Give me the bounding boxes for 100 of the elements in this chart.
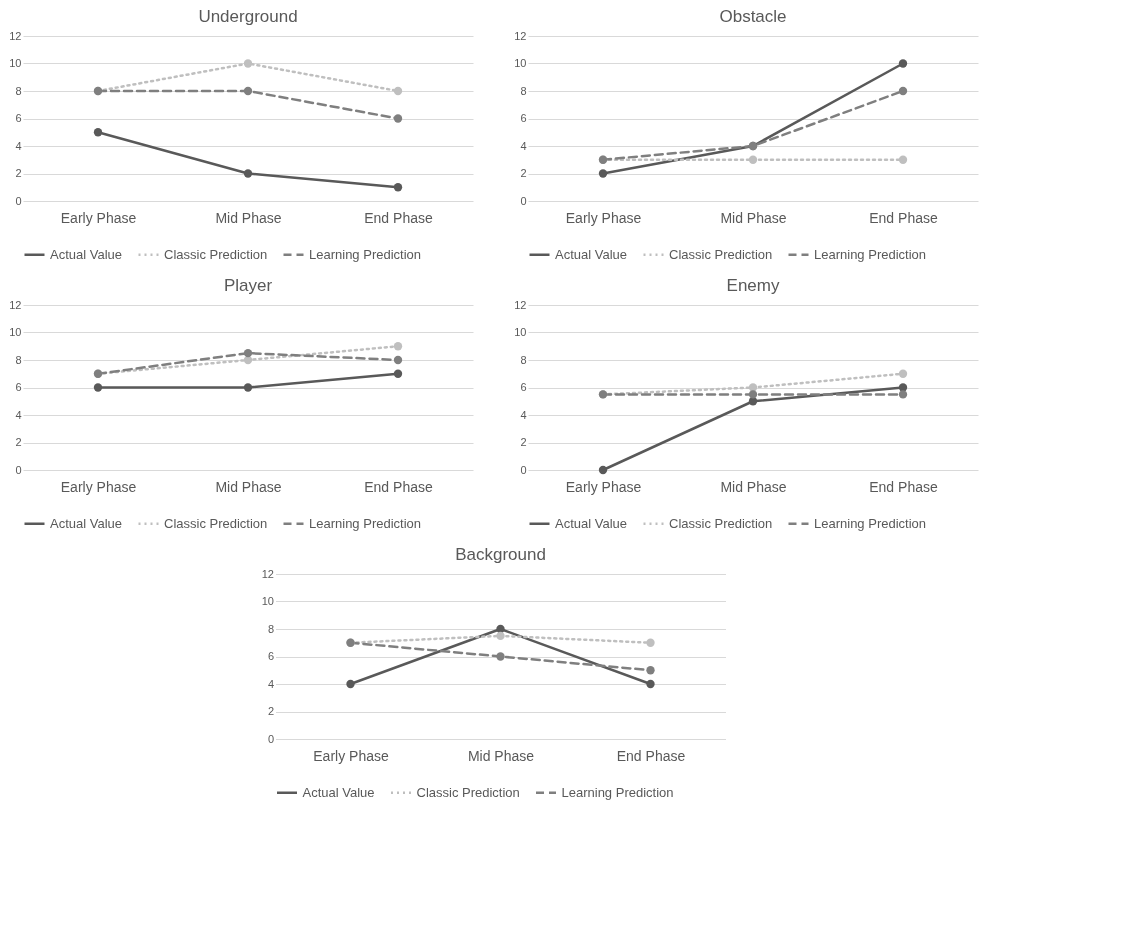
point (646, 679, 655, 689)
y-tick-label: 0 (520, 463, 527, 476)
point (898, 390, 908, 399)
point (243, 59, 253, 68)
y-tick-label: 0 (267, 732, 274, 745)
point (393, 342, 403, 351)
y-tick-label: 8 (15, 84, 22, 97)
x-tick-label: End Phase (869, 478, 938, 495)
point (748, 397, 758, 406)
x-tick-label: Mid Phase (720, 209, 787, 226)
y-tick-label: 6 (267, 650, 274, 662)
y-tick-label: 0 (15, 463, 22, 476)
point (898, 155, 908, 164)
legend-label: Actual Value (50, 515, 123, 531)
x-tick-label: Mid Phase (215, 478, 282, 495)
y-tick-label: 0 (520, 194, 527, 207)
legend-label: Actual Value (302, 784, 375, 800)
y-tick-label: 6 (15, 381, 22, 393)
legend-label: Learning Prediction (561, 784, 674, 800)
chart-title: Background (455, 545, 546, 564)
y-tick-label: 10 (514, 326, 527, 338)
y-tick-label: 8 (520, 84, 527, 97)
point (393, 183, 403, 192)
point (898, 86, 908, 96)
legend-label: Classic Prediction (164, 515, 268, 531)
y-tick-label: 6 (520, 112, 527, 124)
y-tick-label: 4 (267, 677, 274, 690)
point (393, 355, 403, 365)
point (243, 383, 253, 392)
legend-label: Classic Prediction (416, 784, 520, 800)
y-tick-label: 12 (514, 29, 527, 42)
y-tick-label: 2 (520, 436, 527, 448)
x-tick-label: End Phase (364, 478, 433, 495)
y-tick-label: 4 (520, 139, 527, 152)
chart-title: Enemy (726, 276, 780, 295)
y-tick-label: 4 (15, 408, 22, 421)
chart-title: Underground (198, 7, 298, 26)
x-tick-label: Early Phase (60, 209, 137, 226)
point (393, 86, 403, 96)
point (646, 638, 655, 647)
y-tick-label: 6 (520, 381, 527, 393)
chart-title: Obstacle (719, 7, 787, 26)
y-tick-label: 6 (15, 112, 22, 124)
point (646, 666, 655, 675)
point (393, 369, 403, 378)
legend-label: Classic Prediction (669, 515, 773, 531)
point (748, 155, 758, 164)
y-tick-label: 10 (261, 595, 274, 607)
y-tick-label: 12 (9, 298, 22, 311)
y-tick-label: 12 (9, 29, 22, 42)
legend-label: Actual Value (555, 515, 628, 531)
legend-label: Actual Value (50, 246, 123, 262)
point (496, 624, 505, 634)
point (93, 128, 103, 137)
y-tick-label: 2 (267, 705, 274, 717)
x-tick-label: Early Phase (60, 478, 137, 495)
point (898, 59, 908, 68)
y-tick-label: 10 (514, 57, 527, 69)
y-tick-label: 8 (267, 622, 274, 635)
legend-label: Learning Prediction (309, 246, 422, 262)
point (243, 169, 253, 178)
y-tick-label: 0 (15, 194, 22, 207)
chart-title: Player (223, 276, 273, 295)
x-tick-label: Early Phase (313, 747, 389, 764)
y-tick-label: 4 (15, 139, 22, 152)
point (243, 348, 253, 358)
y-tick-label: 12 (261, 567, 274, 580)
y-tick-label: 8 (520, 353, 527, 366)
point (496, 652, 505, 661)
x-tick-label: End Phase (869, 209, 938, 226)
x-tick-label: Early Phase (565, 478, 642, 495)
legend-label: Actual Value (555, 246, 628, 262)
legend-label: Classic Prediction (669, 246, 773, 262)
x-tick-label: End Phase (364, 209, 433, 226)
point (243, 86, 253, 96)
x-tick-label: Mid Phase (720, 478, 787, 495)
point (393, 114, 403, 123)
y-tick-label: 2 (15, 167, 22, 179)
x-tick-label: Mid Phase (467, 747, 535, 764)
point (898, 369, 908, 378)
x-tick-label: Mid Phase (215, 209, 282, 226)
legend-label: Learning Prediction (814, 246, 927, 262)
point (346, 679, 355, 689)
x-tick-label: Early Phase (565, 209, 642, 226)
y-tick-label: 8 (15, 353, 22, 366)
legend-label: Learning Prediction (814, 515, 927, 531)
y-tick-label: 4 (520, 408, 527, 421)
legend-label: Learning Prediction (309, 515, 422, 531)
point (496, 631, 505, 641)
y-tick-label: 10 (9, 326, 22, 338)
point (748, 390, 758, 399)
y-tick-label: 12 (514, 298, 527, 311)
point (93, 383, 103, 392)
x-tick-label: End Phase (616, 747, 686, 764)
point (598, 169, 608, 178)
y-tick-label: 2 (15, 436, 22, 448)
y-tick-label: 10 (9, 57, 22, 69)
point (598, 465, 608, 475)
y-tick-label: 2 (520, 167, 527, 179)
legend-label: Classic Prediction (164, 246, 268, 262)
